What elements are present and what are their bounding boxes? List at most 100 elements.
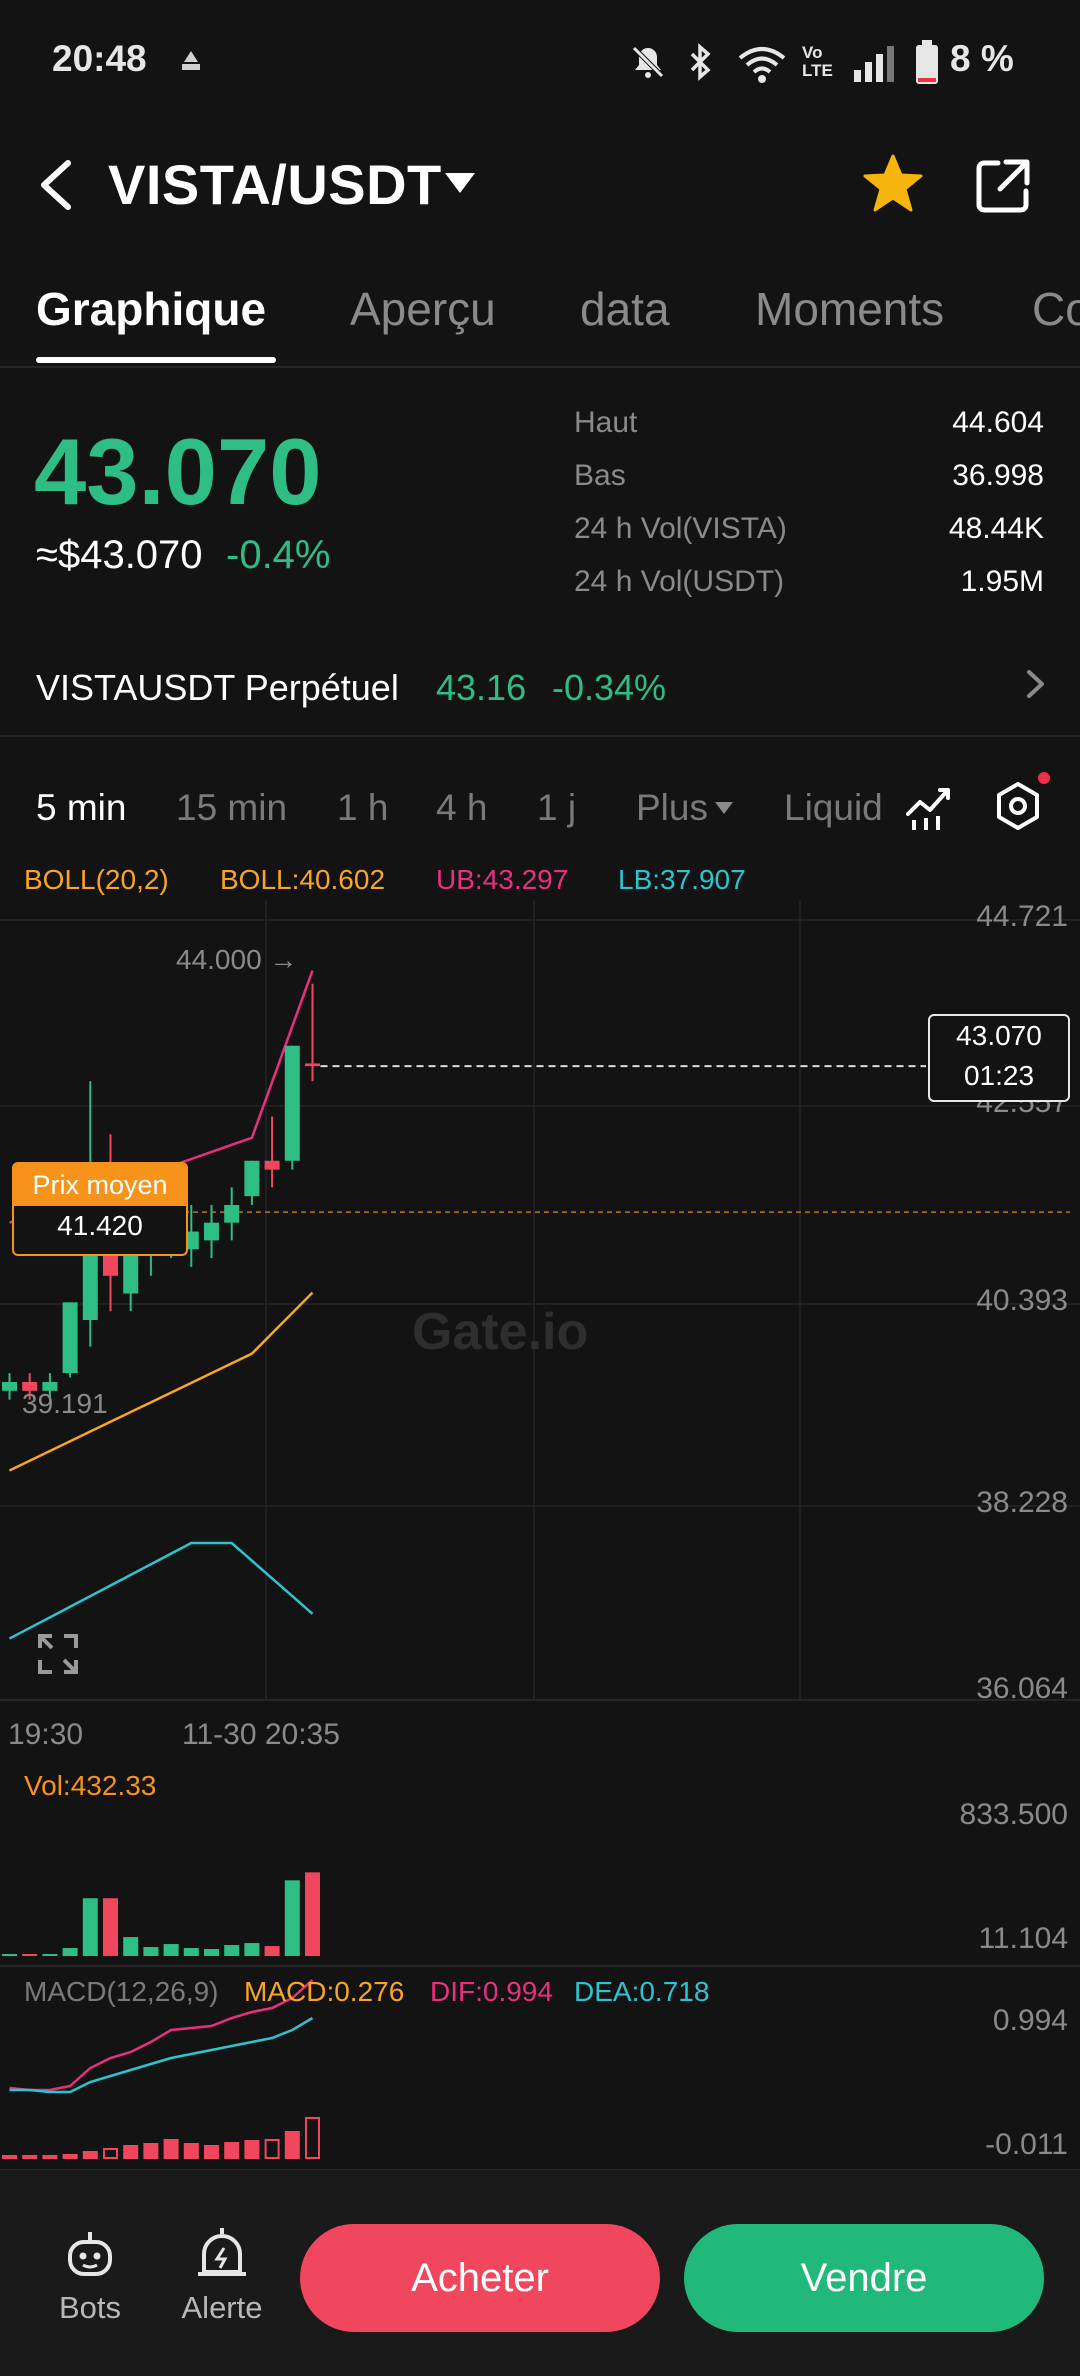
chevron-right-icon[interactable] [1020, 664, 1050, 704]
interval-more[interactable]: Plus [636, 787, 708, 828]
volume-bar [123, 1937, 139, 1956]
volume-bar [103, 1898, 118, 1956]
tab-moments[interactable]: Moments [755, 283, 945, 335]
gate-watermark: Gate.io [412, 1303, 589, 1361]
tab-more[interactable]: Co [1032, 283, 1080, 335]
interval-1j[interactable]: 1 j [537, 787, 577, 828]
volume-bar [284, 1880, 300, 1956]
indicator-chart-icon[interactable] [904, 780, 956, 832]
macd-histogram-bar [103, 2148, 118, 2159]
last-price-tag-value: 43.070 [956, 1020, 1042, 1051]
candle-body [244, 1160, 260, 1197]
bots-robot-icon[interactable] [62, 2228, 118, 2284]
macd-legend-dea: DEA:0.718 [574, 1976, 710, 2007]
candle-body [82, 1249, 98, 1321]
usd-price: ≈$43.070 [36, 533, 203, 577]
pair-title[interactable]: VISTA/USDT [108, 153, 442, 216]
volume-bar [224, 1945, 240, 1956]
wifi-icon [738, 47, 786, 83]
divider [0, 366, 1080, 368]
candle-body [204, 1222, 219, 1241]
macd-histogram-bar [224, 2142, 240, 2159]
macd-legend-macd: MACD:0.276 [244, 1976, 405, 2007]
macd-histogram-bar [2, 2155, 17, 2159]
volume-bar [22, 1954, 38, 1956]
boll-legend-name[interactable]: BOLL(20,2) [24, 864, 169, 895]
stat-vol-usdt-label: 24 h Vol(USDT) [574, 565, 785, 598]
stat-low-label: Bas [574, 459, 626, 492]
macd-indicator [2, 1979, 320, 2159]
macd-histogram-bar [163, 2139, 179, 2159]
perpetual-change: -0.34% [552, 667, 667, 708]
interval-liquid[interactable]: Liquid [784, 787, 883, 828]
macd-histogram-bar [284, 2131, 300, 2159]
volume-bar [183, 1948, 199, 1956]
back-arrow-icon[interactable] [30, 155, 80, 215]
average-price-tag[interactable]: Prix moyen 41.420 [12, 1162, 188, 1256]
tab-data[interactable]: data [580, 283, 670, 335]
macd-axis-max: 0.994 [992, 2004, 1068, 2037]
candle-body [284, 1045, 300, 1161]
tab-active-indicator [36, 357, 276, 363]
stat-vol-usdt-value: 1.95M [960, 565, 1044, 598]
tab-graphique[interactable]: Graphique [36, 283, 267, 335]
alert-alarm-icon[interactable] [194, 2226, 250, 2282]
chart-grid [0, 900, 1080, 2170]
volume-bar [2, 1954, 17, 1956]
interval-15min[interactable]: 15 min [176, 787, 288, 828]
average-price-title: Prix moyen [14, 1164, 186, 1206]
divider [0, 735, 1080, 737]
macd-histogram-bar [305, 2117, 320, 2159]
share-icon[interactable] [972, 155, 1034, 217]
macd-legend-name[interactable]: MACD(12,26,9) [24, 1976, 219, 2007]
volume-bar [143, 1947, 159, 1956]
macd-histogram-bar [143, 2143, 159, 2159]
macd-histogram-bar [123, 2145, 139, 2159]
boll-legend-lb: LB:37.907 [618, 864, 746, 895]
alert-label[interactable]: Alerte [181, 2290, 263, 2325]
volume-bar [244, 1943, 260, 1956]
interval-1h[interactable]: 1 h [337, 787, 389, 828]
y-tick-4: 38.228 [976, 1486, 1068, 1519]
volume-bar [264, 1946, 280, 1956]
settings-gear-icon[interactable] [990, 778, 1046, 834]
interval-4h[interactable]: 4 h [436, 787, 488, 828]
volume-bars [2, 1872, 320, 1956]
candle-body [22, 1381, 38, 1391]
volume-bar [62, 1948, 78, 1956]
volume-bar [163, 1944, 179, 1956]
macd-histogram-bar [22, 2155, 38, 2159]
perpetual-label[interactable]: VISTAUSDT Perpétuel [36, 667, 399, 708]
perpetual-price: 43.16 [436, 667, 527, 708]
interval-5min[interactable]: 5 min [36, 787, 127, 828]
volte-icon: Vo LTE [802, 43, 833, 80]
macd-legend-dif: DIF:0.994 [430, 1976, 553, 2007]
volume-axis-max: 833.500 [959, 1798, 1068, 1831]
x-tick-2: 11-30 20:35 [182, 1718, 340, 1751]
macd-histogram-bar [42, 2155, 58, 2159]
macd-histogram-bar [62, 2154, 78, 2159]
stat-high-value: 44.604 [952, 406, 1044, 439]
macd-dea-line [9, 2016, 314, 2094]
bots-label[interactable]: Bots [58, 2290, 122, 2325]
macd-histogram-bar [82, 2151, 98, 2159]
sell-button[interactable]: Vendre [684, 2224, 1044, 2332]
mute-icon [632, 46, 664, 78]
macd-axis-min: -0.011 [985, 2128, 1068, 2161]
candle-body [62, 1302, 78, 1374]
volume-bar [204, 1949, 219, 1956]
macd-histogram-bar [204, 2145, 219, 2159]
macd-dif-line [9, 1979, 314, 2092]
macd-histogram-bar [244, 2140, 260, 2159]
favorite-star-icon[interactable] [862, 153, 924, 215]
pair-dropdown-caret-icon[interactable] [445, 173, 475, 193]
signal-icon [854, 46, 894, 82]
candle-body [305, 1063, 320, 1067]
volume-axis-min: 11.104 [978, 1922, 1068, 1955]
buy-button[interactable]: Acheter [300, 2224, 660, 2332]
notification-icon [182, 51, 200, 70]
fullscreen-expand-icon[interactable] [36, 1632, 80, 1676]
tab-apercu[interactable]: Aperçu [350, 283, 496, 335]
candle-body [224, 1205, 240, 1223]
macd-histogram-bar [183, 2143, 199, 2159]
